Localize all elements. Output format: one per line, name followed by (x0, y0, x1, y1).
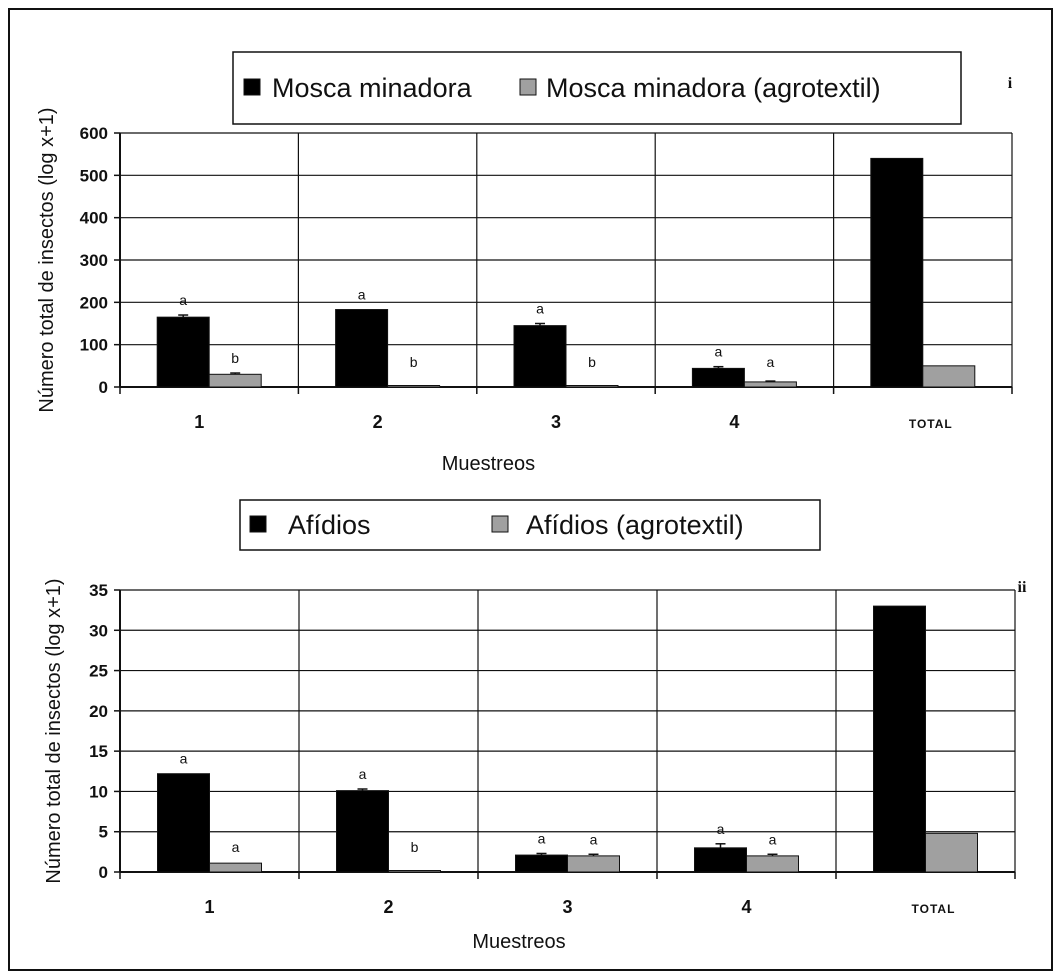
bar (922, 365, 976, 388)
significance-label: b (588, 354, 596, 370)
y-tick-label: 15 (89, 742, 108, 761)
x-category-label: TOTAL (912, 902, 956, 916)
bar (336, 790, 389, 873)
legend-swatch (519, 78, 537, 96)
bar (156, 316, 210, 388)
chart-panel-i: 0 100 200 300 400 500 600 a b 1 a b 2 a b 3 a a 4 TOTAL Mues… (36, 51, 1013, 475)
x-category-label: TOTAL (909, 417, 953, 431)
x-category-label: 3 (551, 412, 561, 432)
y-tick-label: 400 (80, 209, 108, 228)
panel-tag: ii (1018, 579, 1027, 596)
panel-tag: i (1008, 75, 1013, 92)
significance-label: a (590, 831, 598, 847)
bar (691, 367, 745, 388)
bar (208, 373, 262, 388)
significance-label: b (411, 839, 419, 855)
legend-box (239, 499, 821, 551)
x-category-label: 2 (383, 897, 393, 917)
x-category-label: 4 (741, 897, 751, 917)
y-tick-label: 500 (80, 166, 108, 185)
bar (746, 855, 799, 873)
bar (743, 381, 797, 388)
y-tick-label: 200 (80, 293, 108, 312)
bar (565, 385, 619, 388)
x-category-label: 4 (729, 412, 739, 432)
significance-label: a (717, 821, 725, 837)
bar (925, 832, 978, 873)
legend-box (232, 51, 962, 125)
legend-label: Mosca minadora (272, 73, 473, 103)
significance-label: a (358, 287, 366, 303)
x-category-label: 3 (562, 897, 572, 917)
significance-label: a (180, 751, 188, 767)
bar (515, 854, 568, 873)
significance-label: a (536, 301, 544, 317)
x-axis-label: Muestreos (442, 453, 535, 475)
significance-label: a (769, 831, 777, 847)
significance-label: a (538, 830, 546, 846)
bar (157, 773, 210, 873)
significance-label: a (715, 344, 723, 360)
legend-swatch (249, 515, 267, 533)
bar (873, 605, 926, 873)
legend-label: Afídios (288, 510, 371, 540)
x-category-label: 1 (194, 412, 204, 432)
y-tick-label: 35 (89, 581, 108, 600)
significance-label: b (410, 354, 418, 370)
y-tick-label: 0 (99, 378, 108, 397)
legend-swatch (243, 78, 261, 96)
bar (513, 325, 567, 388)
bar (567, 855, 620, 873)
bar (388, 870, 441, 873)
y-tick-label: 10 (89, 782, 108, 801)
y-axis-label: Número total de insectos (log x+1) (43, 578, 65, 883)
bar (870, 157, 924, 388)
chart-panel-ii: 0 5 10 15 20 25 30 35 a a 1 a b 2 a a 3 a a 4 TOTAL Muestreos… (43, 499, 1027, 953)
significance-label: a (179, 292, 187, 308)
bar (387, 385, 441, 388)
y-tick-label: 30 (89, 621, 108, 640)
y-axis-label: Número total de insectos (log x+1) (36, 107, 58, 412)
legend-label: Mosca minadora (agrotextil) (546, 73, 881, 103)
x-axis-label: Muestreos (472, 931, 565, 953)
y-tick-label: 100 (80, 336, 108, 355)
legend-label: Afídios (agrotextil) (526, 510, 744, 540)
y-tick-label: 300 (80, 251, 108, 270)
significance-label: b (231, 350, 239, 366)
y-tick-label: 0 (99, 863, 108, 882)
significance-label: a (767, 354, 775, 370)
bar (209, 862, 262, 873)
bar (694, 847, 747, 873)
y-tick-label: 25 (89, 662, 108, 681)
x-category-label: 2 (373, 412, 383, 432)
bar (335, 309, 389, 388)
x-category-label: 1 (204, 897, 214, 917)
y-tick-label: 5 (99, 823, 108, 842)
y-tick-label: 20 (89, 702, 108, 721)
y-tick-label: 600 (80, 124, 108, 143)
significance-label: a (359, 766, 367, 782)
legend-swatch (491, 515, 509, 533)
significance-label: a (232, 839, 240, 855)
